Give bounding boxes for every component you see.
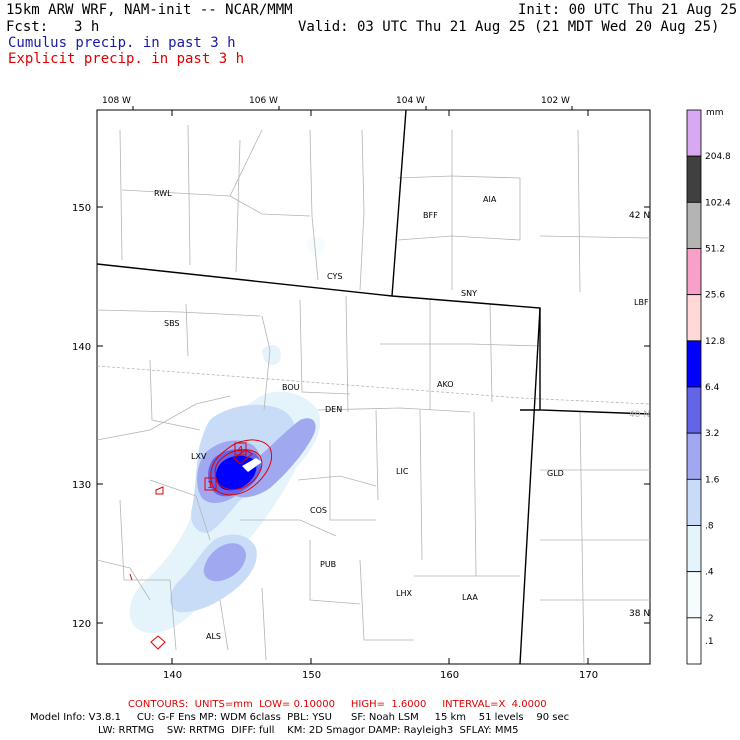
lon-label: 102 W [541,96,570,106]
station-label: LHX [396,589,412,598]
station-label: SNY [461,289,477,298]
legend-value: .4 [705,568,714,578]
legend-swatch [686,248,702,296]
station-label: RWL [154,189,172,198]
station-label: GLD [547,469,564,478]
lon-label: 106 W [249,96,278,106]
axis-tick-labels: 140 150 160 170 150 140 130 120 [72,203,598,681]
contour-label: 1 [207,480,213,491]
legend-value: 204.8 [705,152,731,162]
y-tick-label: 120 [72,619,91,630]
explicit-precip-contours [129,439,272,650]
legend-value: .8 [705,522,714,532]
legend-value: 25.6 [705,291,725,301]
legend-swatch [686,155,702,203]
y-tick-label: 130 [72,480,91,491]
legend-value: 6.4 [705,383,720,393]
lat-label-40n: 40 N [629,410,650,420]
x-tick-label: 170 [579,670,598,681]
legend-swatch [686,617,702,665]
station-label: AIA [483,195,497,204]
station-label: LXV [191,452,207,461]
state-lines [97,110,650,664]
forecast-label: Fcst: [6,19,49,35]
station-label: AKO [437,380,454,389]
lon-labels: 108 W 106 W 104 W 102 W [102,96,573,110]
legend-value: 51.2 [705,245,725,255]
precip-shading [129,236,326,634]
station-label: LAA [462,593,478,602]
station-label: LBF [634,298,649,307]
station-label: COS [310,506,327,515]
station-label: PUB [320,560,336,569]
grid-ticks [97,110,650,664]
station-label: ALS [206,632,221,641]
legend-value: 102.4 [705,198,731,208]
station-label: DEN [325,405,342,414]
legend-swatch [686,109,702,157]
y-tick-label: 150 [72,203,91,214]
legend-value: 3.2 [705,429,719,439]
field-explicit-precip: Explicit precip. in past 3 h [8,51,245,67]
precip-color-legend: mm 204.8 102.4 51.2 25.6 12.8 6.4 3.2 1.6 .8 .4 .2… [686,108,731,665]
station-label: BFF [423,211,438,220]
station-labels: RWL BFF AIA CYS SNY LBF SBS BOU AKO DEN … [154,189,649,641]
legend-swatch [686,386,702,434]
lat-label-38n: 38 N [629,609,650,619]
legend-value: 1.6 [705,475,720,485]
legend-swatch [686,432,702,480]
county-lines [97,124,650,664]
lon-label: 108 W [102,96,131,106]
legend-value: .2 [705,614,714,624]
x-tick-label: 140 [163,670,182,681]
model-info-physics: LW: RRTMG SW: RRTMG DIFF: full KM: 2D Sm… [98,725,519,736]
valid-time: Valid: 03 UTC Thu 21 Aug 25 (21 MDT Wed … [298,19,720,35]
x-tick-label: 160 [440,670,459,681]
legend-value: .1 [705,637,714,647]
model-info: Model Info: V3.8.1 CU: G-F Ens MP: WDM 6… [30,712,570,723]
legend-swatch [686,525,702,573]
station-label: SBS [164,319,180,328]
field-cumulus-precip: Cumulus precip. in past 3 h [8,35,236,51]
station-label: BOU [282,383,300,392]
station-label: CYS [327,272,342,281]
x-tick-label: 150 [302,670,321,681]
forecast-hour: 3 h [74,19,100,35]
legend-swatch [686,340,702,388]
lat-label-42n: 42 N [629,211,650,221]
contours-info: CONTOURS: UNITS=mm LOW= 0.10000 HIGH= 1.… [128,699,547,710]
init-time: Init: 00 UTC Thu 21 Aug 25 [518,2,738,18]
legend-swatch [686,294,702,342]
station-label: LIC [396,467,409,476]
lon-label: 104 W [396,96,425,106]
legend-swatch [686,478,702,526]
legend-value: 12.8 [705,337,725,347]
map-title: 15km ARW WRF, NAM-init -- NCAR/MMM [6,2,293,18]
legend-swatch [686,571,702,619]
legend-swatch [686,201,702,249]
contour-label: 4 [237,445,243,456]
legend-unit: mm [706,108,724,118]
y-tick-label: 140 [72,342,91,353]
